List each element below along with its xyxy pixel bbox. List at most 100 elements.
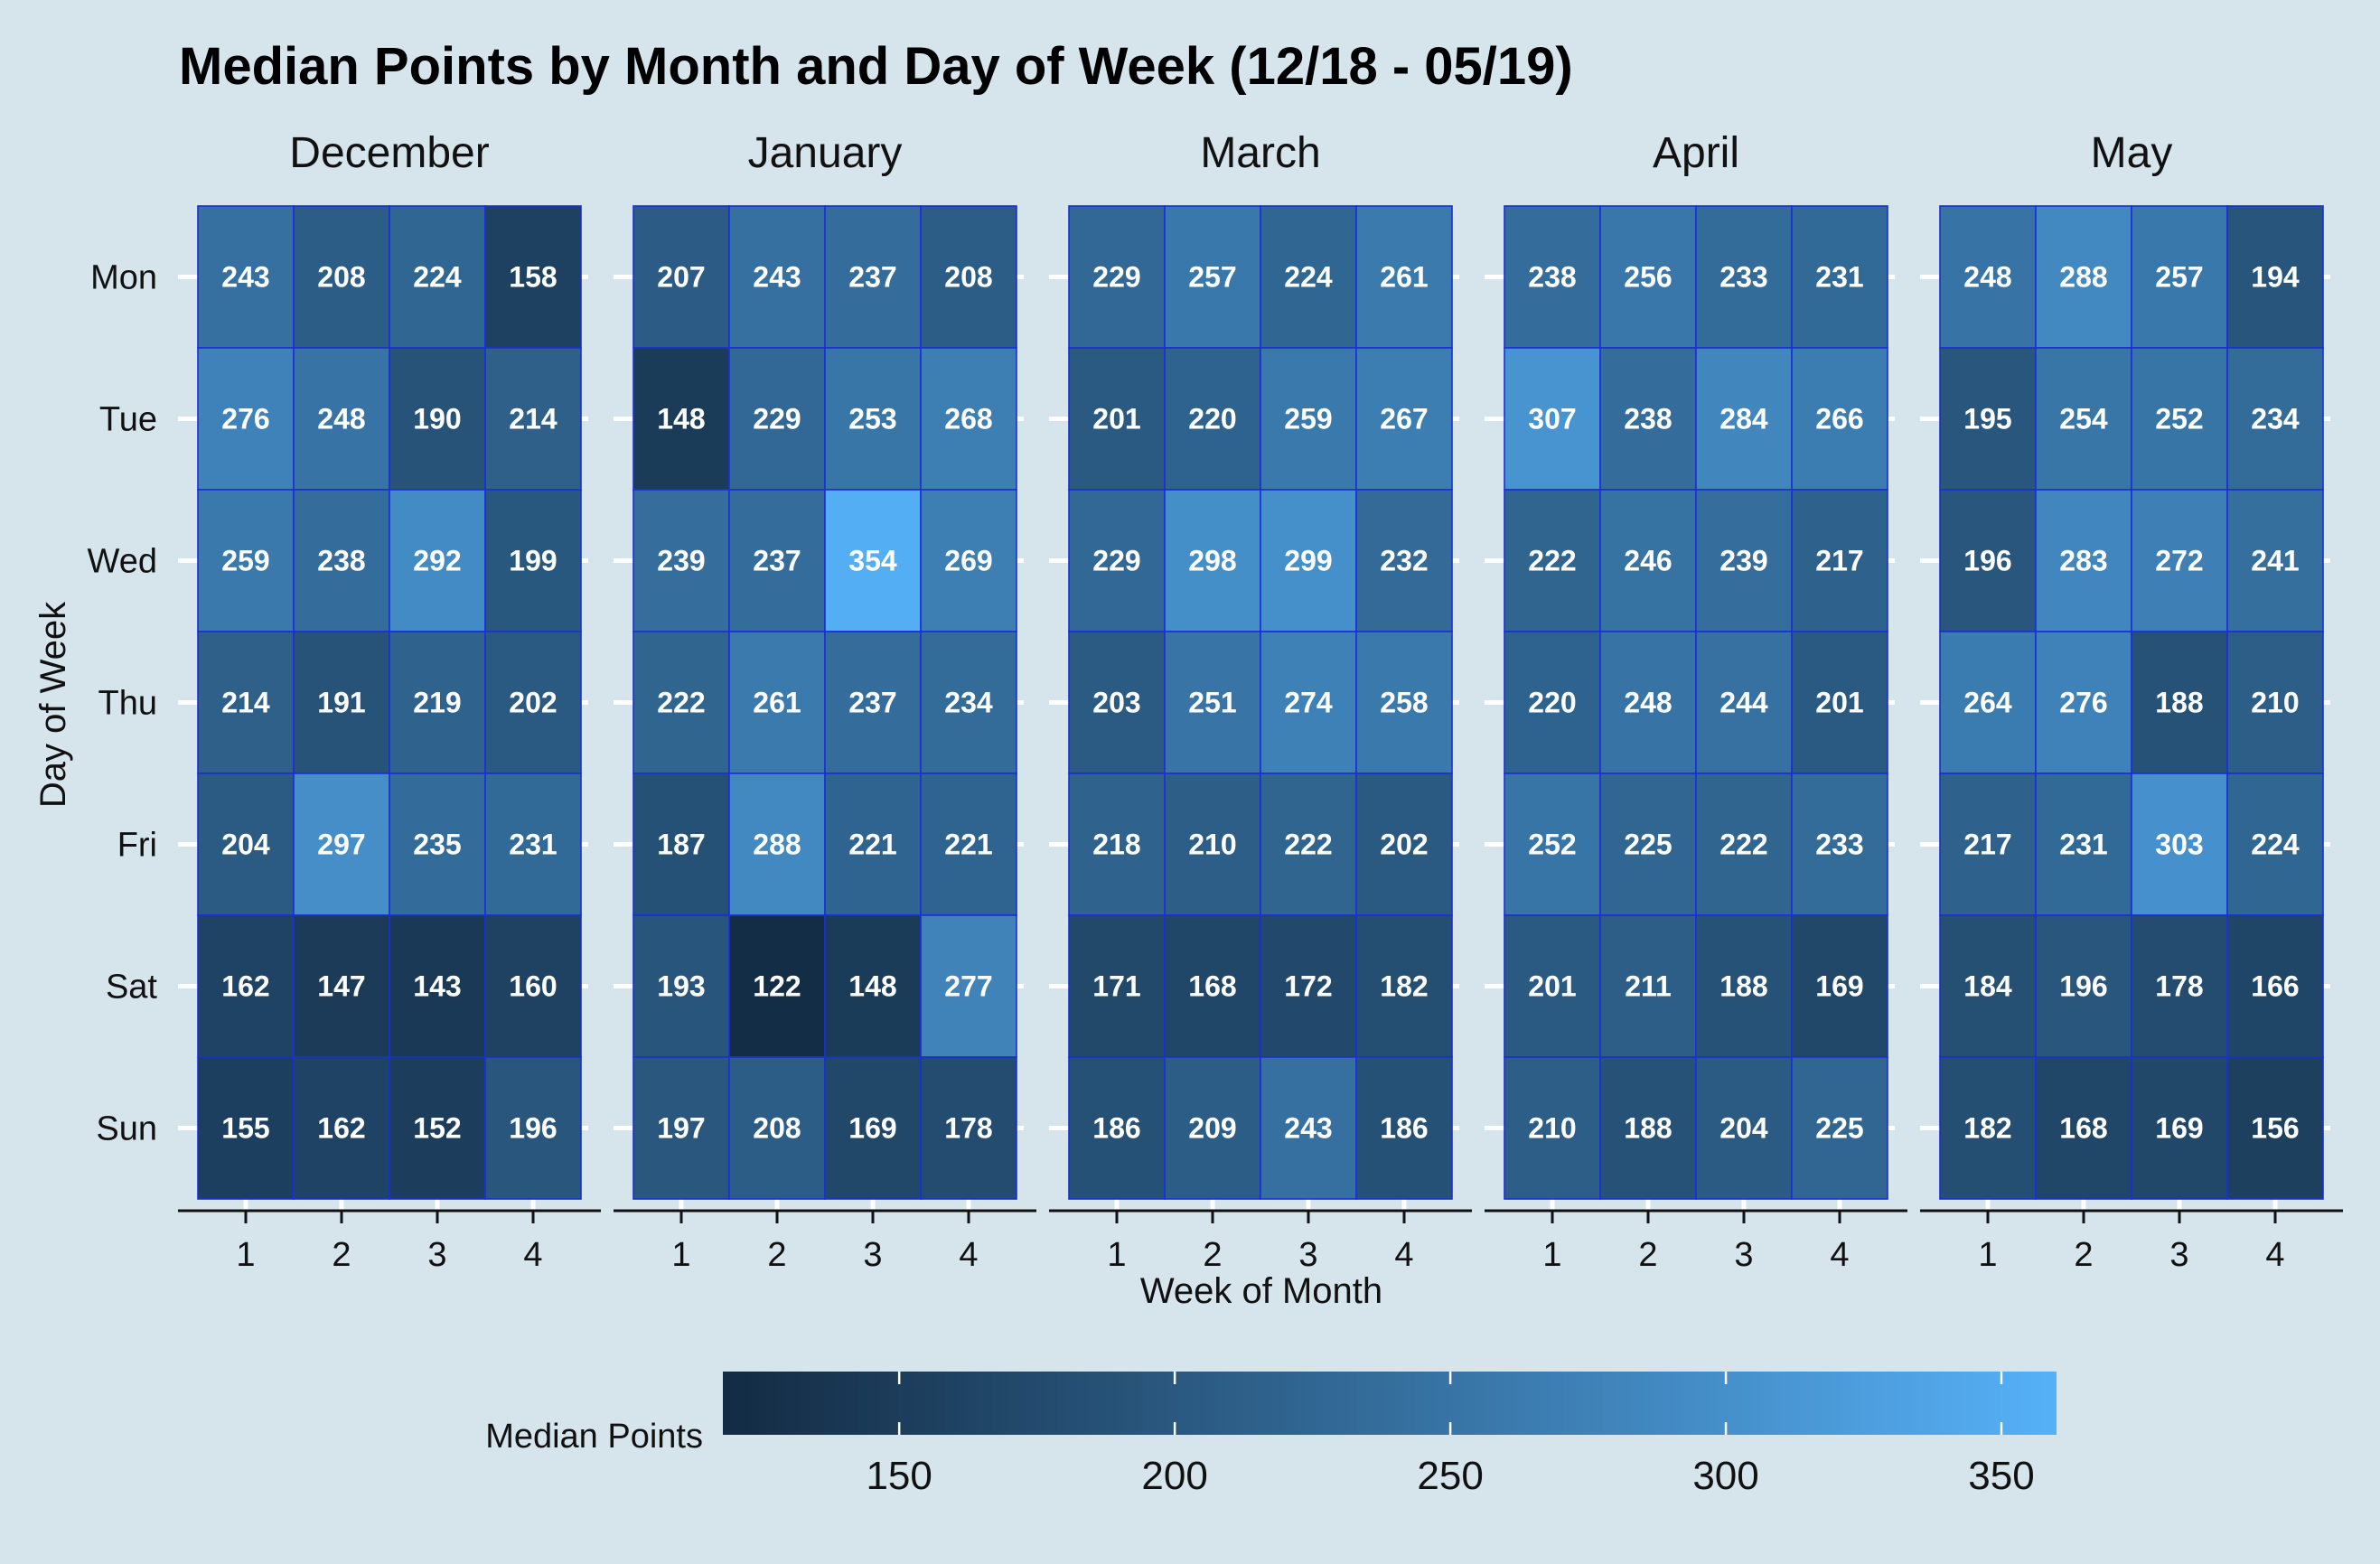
chart-title: Median Points by Month and Day of Week (… (179, 37, 1573, 96)
cell-value-label: 248 (317, 403, 365, 435)
cell-value-label: 239 (1719, 545, 1767, 577)
cell-value-label: 178 (2155, 970, 2203, 1003)
x-tick-label: 2 (1638, 1236, 1657, 1274)
cell-value-label: 253 (848, 403, 896, 435)
x-tick-label: 1 (1107, 1236, 1126, 1274)
cell-value-label: 274 (1284, 687, 1333, 719)
legend-title: Median Points (485, 1418, 703, 1456)
cell-value-label: 160 (509, 970, 557, 1003)
cell-value-label: 231 (1815, 261, 1863, 294)
cell-value-label: 221 (944, 829, 992, 861)
cell-value-label: 207 (657, 261, 705, 294)
cell-value-label: 211 (1625, 970, 1672, 1003)
x-tick-label: 4 (959, 1236, 978, 1274)
cell-value-label: 252 (2155, 403, 2203, 435)
cell-value-label: 292 (413, 545, 461, 577)
cell-value-label: 148 (848, 970, 896, 1003)
x-tick-label: 4 (1830, 1236, 1849, 1274)
cell-value-label: 251 (1188, 687, 1236, 719)
heatmap-cell (1504, 205, 1601, 349)
cell-value-label: 219 (413, 687, 461, 719)
heatmap-cell (2226, 1056, 2324, 1200)
cell-value-label: 210 (1188, 829, 1236, 861)
cell-value-label: 143 (413, 970, 461, 1003)
cell-value-label: 182 (1380, 970, 1428, 1003)
cell-value-label: 252 (1528, 829, 1576, 861)
heatmap-cell (389, 1056, 486, 1200)
heatmap-cell (1939, 205, 2037, 349)
cell-value-label: 238 (317, 545, 365, 577)
cell-value-label: 169 (1815, 970, 1863, 1003)
x-axis-title: Week of Month (1140, 1271, 1382, 1311)
heatmap-cell (293, 1056, 390, 1200)
heatmap-cell (197, 205, 295, 349)
cell-value-label: 155 (221, 1112, 269, 1145)
cell-value-label: 231 (2059, 829, 2107, 861)
heatmap-cell (1068, 489, 1166, 632)
heatmap-cell (484, 914, 582, 1058)
legend-tick-label: 150 (866, 1454, 932, 1498)
cell-value-label: 220 (1188, 403, 1236, 435)
cell-value-label: 237 (848, 687, 896, 719)
heatmap-cell (1695, 347, 1793, 491)
heatmap-cell (1791, 914, 1888, 1058)
cell-value-label: 222 (657, 687, 705, 719)
cell-value-label: 229 (753, 403, 801, 435)
x-tick-label: 4 (1394, 1236, 1413, 1274)
cell-value-label: 195 (1963, 403, 2011, 435)
heatmap-cell (1939, 773, 2037, 916)
cell-value-label: 178 (944, 1112, 992, 1145)
cell-value-label: 199 (509, 545, 557, 577)
cell-value-label: 196 (2059, 970, 2107, 1003)
cell-value-label: 298 (1188, 545, 1236, 577)
cell-value-label: 217 (1963, 829, 2011, 861)
x-tick-label: 3 (1734, 1236, 1753, 1274)
heatmap-cell (728, 631, 826, 774)
cell-value-label: 283 (2059, 545, 2107, 577)
cell-value-label: 229 (1092, 261, 1140, 294)
cell-value-label: 229 (1092, 545, 1140, 577)
cell-value-label: 188 (1624, 1112, 1672, 1145)
facet-label: January (748, 129, 903, 177)
cell-value-label: 244 (1719, 687, 1768, 719)
cell-value-label: 214 (221, 687, 270, 719)
heatmap-cell (1355, 914, 1453, 1058)
cell-value-label: 297 (317, 829, 365, 861)
cell-value-label: 299 (1284, 545, 1332, 577)
heatmap-cell (484, 1056, 582, 1200)
heatmap-cell (2035, 489, 2132, 632)
cell-value-label: 256 (1624, 261, 1672, 294)
heatmap-cell (1599, 347, 1697, 491)
heatmap-cell (2131, 1056, 2228, 1200)
heatmap-cell (1164, 631, 1261, 774)
heatmap-cell (484, 205, 582, 349)
heatmap-cell (824, 347, 922, 491)
heatmap-cell (1260, 773, 1357, 916)
cell-value-label: 208 (317, 261, 365, 294)
cell-value-label: 248 (1963, 261, 2011, 294)
heatmap-cell (2035, 631, 2132, 774)
x-tick-label: 1 (1978, 1236, 1997, 1274)
x-tick-label: 3 (863, 1236, 882, 1274)
cell-value-label: 204 (1719, 1112, 1768, 1145)
cell-value-label: 261 (1380, 261, 1428, 294)
heatmap-cell (1695, 205, 1793, 349)
cell-value-label: 232 (1380, 545, 1428, 577)
heatmap-cell (1068, 205, 1166, 349)
cell-value-label: 248 (1624, 687, 1672, 719)
heatmap-cell (484, 347, 582, 491)
heatmap-cell (1504, 631, 1601, 774)
heatmap-cell (1791, 347, 1888, 491)
cell-value-label: 354 (848, 545, 897, 577)
cell-value-label: 235 (413, 829, 461, 861)
heatmap-cell (389, 631, 486, 774)
heatmap-cell (632, 773, 730, 916)
cell-value-label: 158 (509, 261, 557, 294)
x-tick-label: 2 (1203, 1236, 1222, 1274)
cell-value-label: 201 (1815, 687, 1863, 719)
cell-value-label: 201 (1528, 970, 1576, 1003)
heatmap-cell (484, 489, 582, 632)
cell-value-label: 234 (944, 687, 993, 719)
facet-label: May (2091, 129, 2173, 177)
